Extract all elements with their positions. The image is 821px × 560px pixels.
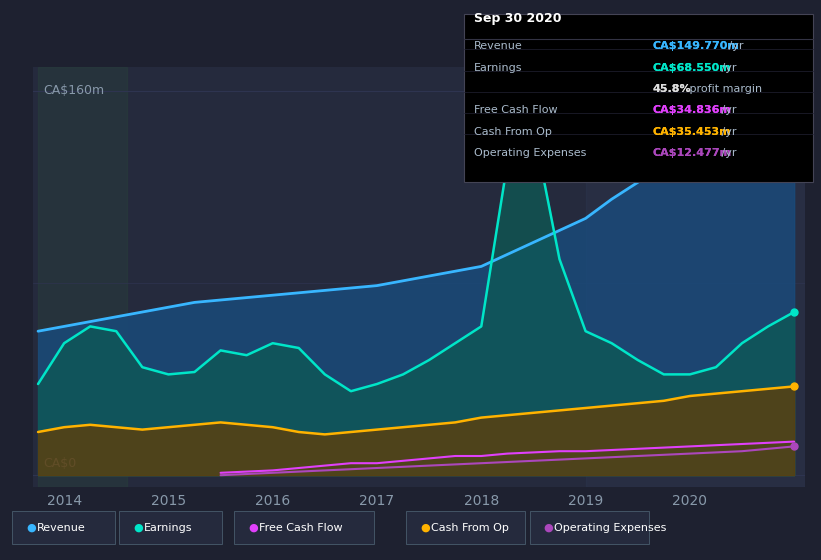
Text: /yr: /yr [718,63,737,73]
Text: CA$68.550m: CA$68.550m [653,63,732,73]
Text: Revenue: Revenue [37,522,85,533]
Text: /yr: /yr [718,127,737,137]
Text: Sep 30 2020: Sep 30 2020 [474,12,562,25]
Text: Free Cash Flow: Free Cash Flow [474,105,557,115]
Text: ●: ● [544,522,553,533]
Text: 45.8%: 45.8% [653,84,691,94]
Bar [38,67,126,487]
Text: Free Cash Flow: Free Cash Flow [259,522,342,533]
Text: /yr: /yr [725,41,744,52]
Text: Operating Expenses: Operating Expenses [474,148,586,158]
Text: Earnings: Earnings [144,522,192,533]
Text: profit margin: profit margin [686,84,762,94]
Text: CA$68.550m: CA$68.550m [653,63,732,73]
Text: CA$149.770m: CA$149.770m [653,41,740,52]
Text: CA$35.453m: CA$35.453m [653,127,732,137]
Text: ●: ● [248,522,258,533]
Text: /yr: /yr [718,105,737,115]
Text: Earnings: Earnings [474,63,522,73]
Bar [585,67,805,487]
Text: CA$35.453m: CA$35.453m [653,127,732,137]
Text: CA$12.477m: CA$12.477m [653,148,732,158]
Text: Revenue: Revenue [474,41,522,52]
Text: 45.8%: 45.8% [653,84,691,94]
Text: CA$34.836m: CA$34.836m [653,105,732,115]
Text: ●: ● [133,522,143,533]
Text: /yr: /yr [718,148,737,158]
Text: CA$0: CA$0 [44,458,76,470]
Text: CA$34.836m: CA$34.836m [653,105,732,115]
Text: CA$149.770m: CA$149.770m [653,41,740,52]
Text: CA$160m: CA$160m [44,84,104,97]
Text: ●: ● [26,522,36,533]
Text: Cash From Op: Cash From Op [474,127,552,137]
Text: ●: ● [420,522,430,533]
Text: Operating Expenses: Operating Expenses [554,522,667,533]
Text: CA$12.477m: CA$12.477m [653,148,732,158]
Text: Cash From Op: Cash From Op [431,522,509,533]
